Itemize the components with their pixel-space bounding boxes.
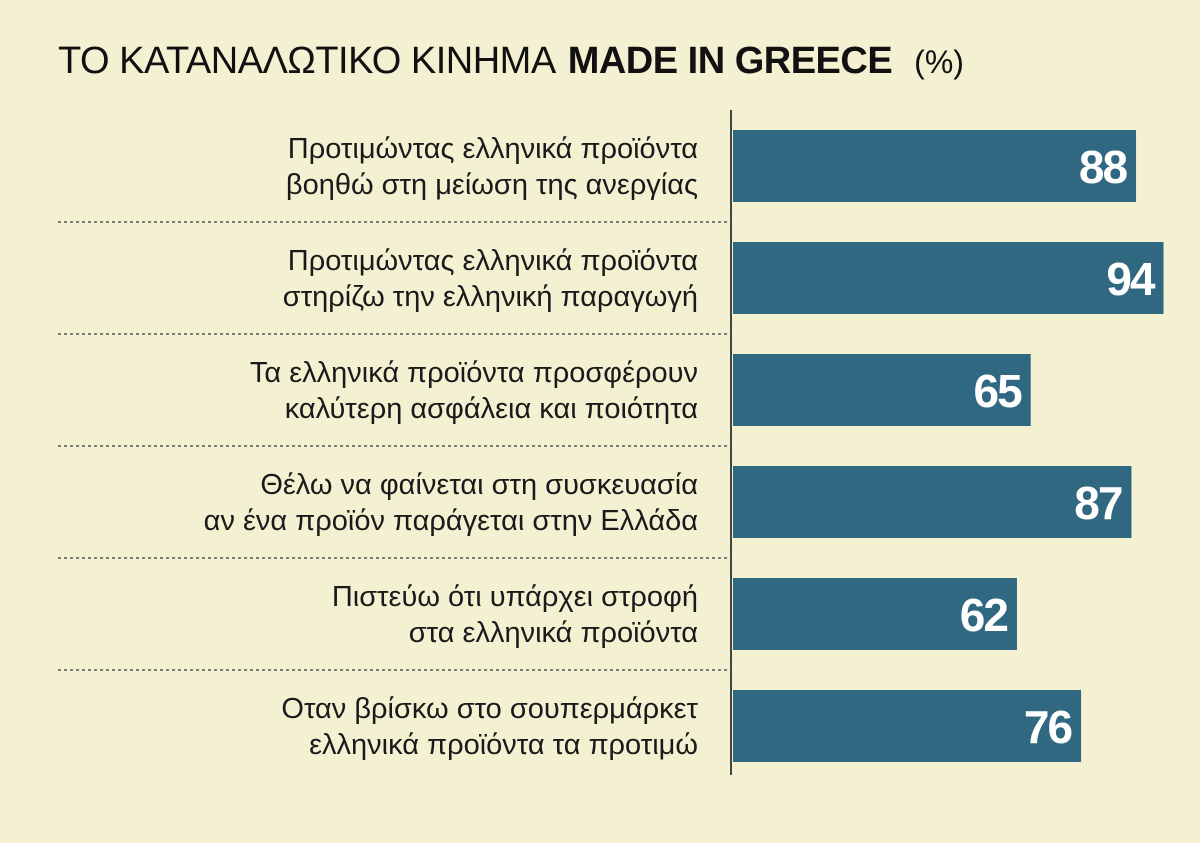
category-label-3-line-2: καλύτερη ασφάλεια και ποιότητα <box>285 393 698 425</box>
bar-value-label-5: 62 <box>960 589 1008 641</box>
category-label-2-line-2: στηρίζω την ελληνική παραγωγή <box>283 281 698 313</box>
category-label-1-line-1: Προτιμώντας ελληνικά προϊόντα <box>288 133 698 165</box>
category-label-3-line-1: Τα ελληνικά προϊόντα προσφέρουν <box>250 357 698 389</box>
chart-title-regular: ΤΟ ΚΑΤΑΝΑΛΩΤΙΚΟ ΚΙΝΗΜΑ <box>58 40 556 82</box>
category-label-1-line-2: βοηθώ στη μείωση της ανεργίας <box>286 169 698 201</box>
bar-value-label-1: 88 <box>1079 141 1128 193</box>
category-label-5-line-1: Πιστεύω ότι υπάρχει στροφή <box>332 581 698 613</box>
category-label-6-line-1: Οταν βρίσκω στο σουπερμάρκετ <box>281 693 698 725</box>
bar-6 <box>733 690 1082 762</box>
chart-title: ΤΟ ΚΑΤΑΝΑΛΩΤΙΚΟ ΚΙΝΗΜΑ MADE IN GREECE (%… <box>58 40 964 96</box>
bar-4 <box>733 466 1132 538</box>
bar-value-label-3: 65 <box>974 365 1023 417</box>
category-label-6-line-2: ελληνικά προϊόντα τα προτιμώ <box>309 729 698 761</box>
category-label-4-line-1: Θέλω να φαίνεται στη συσκευασία <box>260 469 698 501</box>
category-label-2-line-1: Προτιμώντας ελληνικά προϊόντα <box>288 245 698 277</box>
bar-value-label-6: 76 <box>1024 701 1072 753</box>
bar-5 <box>733 578 1017 650</box>
bar-3 <box>733 354 1031 426</box>
bar-1 <box>733 130 1137 202</box>
chart-title-unit: (%) <box>914 44 964 80</box>
bar-value-label-4: 87 <box>1074 477 1122 529</box>
bar-2 <box>733 242 1164 314</box>
category-label-4-line-2: αν ένα προϊόν παράγεται στην Ελλάδα <box>204 505 698 537</box>
chart-title-bold: MADE IN GREECE <box>567 40 893 82</box>
bar-value-label-2: 94 <box>1106 253 1156 305</box>
category-label-5-line-2: στα ελληνικά προϊόντα <box>409 617 698 649</box>
